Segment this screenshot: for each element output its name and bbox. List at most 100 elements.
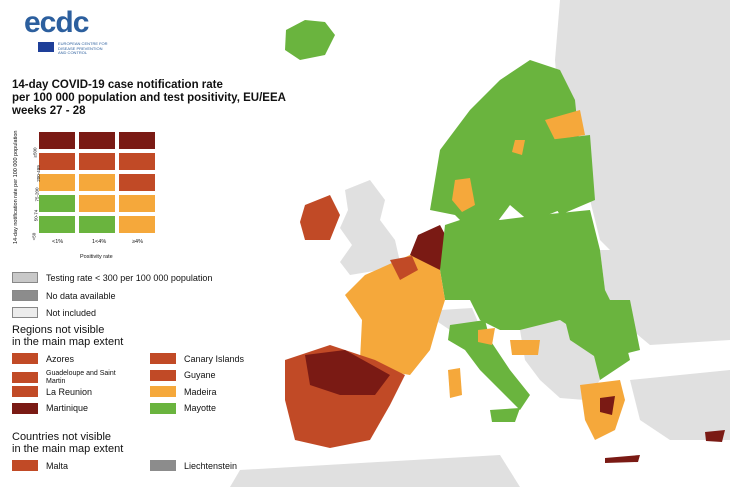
region-label: Canary Islands: [184, 353, 245, 364]
ireland-region: [300, 195, 340, 240]
matrix-y-tick: ≥500: [32, 147, 38, 158]
region-swatch: [150, 353, 176, 364]
country-legend-item: Malta: [12, 460, 68, 471]
eu-flag-icon: [38, 42, 54, 52]
country-swatch: [150, 460, 176, 471]
region-swatch: [150, 369, 176, 381]
title-line-1: 14-day COVID-19 case notification rate: [12, 79, 223, 91]
italy-orange: [478, 328, 495, 345]
matrix-x-tick: 1<4%: [92, 239, 107, 245]
matrix-cell: [78, 173, 116, 192]
matrix-cell: [78, 215, 116, 234]
finland-orange-region: [545, 110, 585, 140]
country-legend-item: Liechtenstein: [150, 460, 237, 471]
logo-subtitle: EUROPEAN CENTRE FOR DISEASE PREVENTION A…: [58, 41, 108, 55]
matrix-cell: [118, 215, 156, 234]
matrix-y-tick: <50: [31, 232, 37, 241]
austria-orange: [510, 340, 540, 355]
southeast-region: [560, 300, 640, 360]
sicily-region: [490, 408, 520, 422]
country-swatch: [12, 460, 38, 471]
matrix-cell: [118, 152, 156, 171]
benelux-region: [410, 225, 448, 270]
title-line-2: per 100 000 population and test positivi…: [12, 92, 286, 104]
country-label: Malta: [46, 460, 69, 471]
sardinia-region: [448, 368, 462, 398]
title-line-3: weeks 27 - 28: [12, 105, 86, 117]
legend-not-included: Not included: [12, 307, 96, 318]
matrix-x-axis-label: Positivity rate: [80, 254, 113, 260]
central-europe-region: [440, 210, 630, 380]
testing-rate-swatch: [12, 272, 38, 283]
countries-heading: Countries not visible in the main map ex…: [12, 431, 123, 455]
iceland-region: [285, 20, 335, 60]
cyprus-region: [705, 430, 725, 442]
turkey-land: [630, 370, 730, 440]
region-label: Martinique: [46, 403, 89, 413]
not-included-label: Not included: [46, 307, 97, 318]
countries-heading-line-1: Countries not visible: [12, 431, 112, 443]
matrix-x-tick: ≥4%: [132, 239, 143, 245]
matrix-x-tick: <1%: [52, 239, 64, 245]
regions-heading: Regions not visible in the main map exte…: [12, 324, 123, 348]
region-label: Guyane: [184, 370, 216, 380]
sweden-orange-region: [512, 140, 525, 155]
region-label: Mayotte: [184, 403, 217, 413]
matrix-cell: [38, 215, 76, 234]
risk-matrix-legend: [36, 131, 158, 238]
greece-dark: [600, 396, 615, 415]
matrix-y-axis-label: 14-day notification rate per 100 000 pop…: [13, 130, 19, 244]
region-legend-item: Martinique: [12, 402, 89, 414]
legend-no-data: No data available: [12, 290, 116, 301]
regions-heading-line-2: in the main map extent: [12, 336, 124, 348]
denmark-region: [452, 178, 475, 212]
region-legend-item: Mayotte: [150, 402, 217, 414]
region-legend-item: Azores: [12, 353, 74, 364]
matrix-cell: [118, 194, 156, 213]
matrix-cell: [38, 173, 76, 192]
matrix-cell: [78, 194, 116, 213]
testing-rate-label: Testing rate < 300 per 100 000 populatio…: [46, 272, 213, 283]
matrix-cell: [78, 152, 116, 171]
region-swatch: [12, 402, 38, 414]
region-swatch: [12, 353, 38, 364]
region-swatch: [12, 372, 38, 383]
region-legend-item: Guyane: [150, 369, 216, 381]
matrix-cell: [38, 194, 76, 213]
matrix-y-tick: 50-74: [33, 209, 39, 222]
spain-dark-region: [305, 350, 390, 395]
legend-testing-rate: Testing rate < 300 per 100 000 populatio…: [12, 272, 212, 283]
region-legend-item: La Reunion: [12, 386, 92, 397]
matrix-cell: [38, 131, 76, 150]
france-south-red: [390, 256, 418, 280]
matrix-cell: [38, 152, 76, 171]
matrix-cell: [118, 131, 156, 150]
region-swatch: [150, 402, 176, 414]
region-label: La Reunion: [46, 386, 93, 397]
logo-wordmark: ecdc: [24, 6, 89, 39]
matrix-y-tick: 75-200: [34, 187, 40, 202]
region-swatch: [150, 386, 176, 397]
no-data-label: No data available: [46, 290, 116, 301]
north-africa-land: [230, 455, 520, 487]
matrix-cell: [78, 131, 116, 150]
region-label: Guadeloupe and Saint Martin: [46, 369, 116, 385]
region-label: Madeira: [184, 386, 217, 397]
regions-heading-line-1: Regions not visible: [12, 324, 105, 336]
matrix-y-tick: 200-499: [35, 165, 41, 182]
no-data-swatch: [12, 290, 38, 301]
matrix-cell: [118, 173, 156, 192]
region-legend-item: Guadeloupe and Saint Martin: [12, 370, 136, 386]
region-label: Azores: [46, 353, 75, 364]
ecdc-logo: ecdc EUROPEAN CENTRE FOR DISEASE PREVENT…: [10, 6, 108, 55]
uk-land: [340, 180, 400, 275]
region-legend-item: Canary Islands: [150, 353, 244, 364]
baltics-region: [545, 135, 595, 215]
crete-region: [605, 455, 640, 463]
country-label: Liechtenstein: [184, 460, 238, 471]
france-region: [345, 255, 445, 375]
map-title: 14-day COVID-19 case notification rate p…: [12, 79, 286, 118]
region-swatch: [12, 386, 38, 397]
countries-heading-line-2: in the main map extent: [12, 443, 124, 455]
